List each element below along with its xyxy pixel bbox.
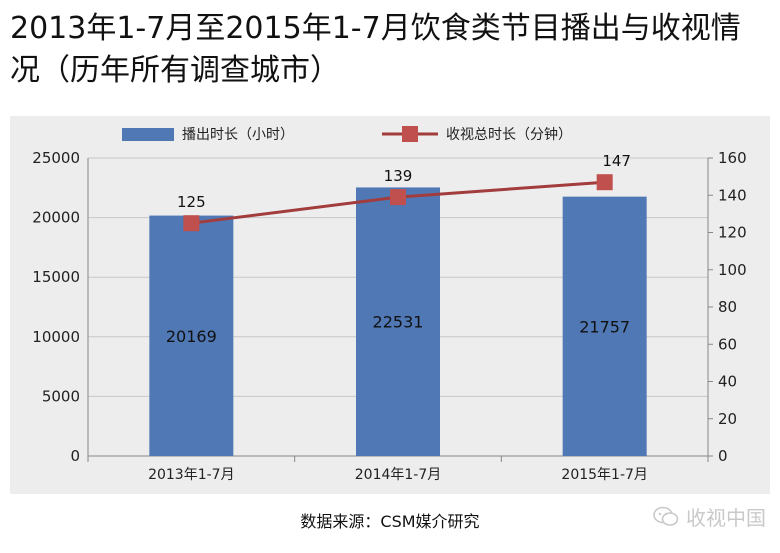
x-tick-label: 2014年1-7月: [355, 467, 442, 483]
line-marker: [390, 189, 406, 206]
y2-tick-label: 20: [718, 410, 737, 428]
watermark: 收视中国: [652, 502, 766, 531]
bar-value-label: 22531: [373, 313, 424, 332]
y2-tick-label: 120: [718, 224, 747, 242]
y-tick-label: 25000: [32, 149, 80, 167]
legend-label-line: 收视总时长（分钟）: [446, 126, 572, 143]
y-tick-label: 15000: [32, 268, 80, 286]
line-marker: [183, 215, 200, 232]
chart-title: 2013年1-7月至2015年1-7月饮食类节目播出与收视情况（历年所有调查城市…: [10, 11, 741, 88]
bar: [562, 196, 647, 456]
line-marker: [596, 174, 613, 191]
wechat-icon: [653, 506, 679, 526]
data-source: 数据来源：CSM媒介研究: [300, 512, 480, 531]
y-tick-label: 10000: [32, 328, 80, 346]
y-tick-label: 20000: [32, 209, 80, 227]
y2-tick-label: 80: [718, 298, 737, 316]
x-tick-label: 2013年1-7月: [148, 467, 235, 483]
y-tick-label: 5000: [42, 387, 80, 405]
y2-tick-label: 40: [718, 373, 737, 391]
y2-tick-label: 100: [718, 261, 747, 279]
bar: [356, 187, 440, 456]
bar: [149, 215, 234, 456]
y2-tick-label: 160: [718, 149, 747, 167]
y2-tick-label: 140: [718, 186, 747, 204]
legend-swatch-bar: [122, 128, 174, 141]
bar-value-label: 20169: [166, 327, 217, 346]
line-value-label: 147: [602, 152, 631, 170]
line-value-label: 139: [384, 167, 413, 185]
y2-tick-label: 60: [718, 335, 737, 353]
legend-label-bar: 播出时长（小时）: [182, 127, 294, 143]
watermark-text: 收视中国: [686, 506, 766, 530]
y2-tick-label: 0: [718, 447, 728, 465]
y-tick-label: 0: [70, 447, 80, 465]
chart-panel: 0 5000 10000 15000 20000 25000 0 20 40 60 80 100 120…: [10, 116, 770, 494]
bar-value-label: 21757: [579, 317, 630, 336]
line-value-label: 125: [177, 193, 206, 211]
x-tick-label: 2015年1-7月: [561, 467, 648, 483]
combo-chart: 0 5000 10000 15000 20000 25000 0 20 40 60 80 100 120…: [32, 126, 747, 483]
legend-swatch-marker: [402, 126, 418, 142]
